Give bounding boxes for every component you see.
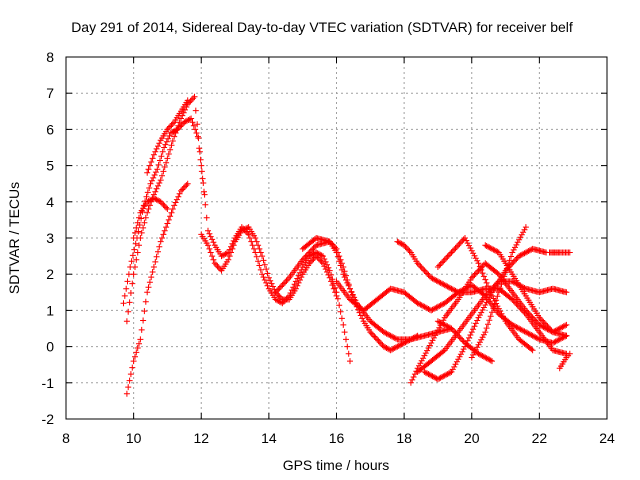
scatter-points [123,93,353,365]
y-tick-label: 4 [46,194,54,210]
scatter-points [434,235,536,354]
x-tick-label: 22 [532,430,548,446]
data-marks [120,93,573,397]
scatter-points [556,350,573,372]
y-tick-label: 0 [46,339,54,355]
y-tick-label: 5 [46,158,54,174]
scatter-points [546,249,573,256]
x-tick-label: 12 [193,430,209,446]
scatter-points [299,235,455,343]
y-tick-label: -2 [42,411,55,427]
y-tick-label: 2 [46,266,54,282]
series-track-17 [482,242,570,339]
scatter-points [123,180,191,397]
scatter-points [144,97,191,176]
x-tick-label: 18 [396,430,412,446]
x-tick-label: 20 [464,430,480,446]
y-tick-label: 6 [46,121,54,137]
scatter-points [120,115,208,307]
series-track-3 [123,180,191,397]
scatter-points [130,195,171,241]
chart-title: Day 291 of 2014, Sidereal Day-to-day VTE… [71,19,573,35]
x-axis-label: GPS time / hours [283,457,390,473]
series-track-16 [468,224,529,361]
y-tick-label: 3 [46,230,54,246]
grid-lines [66,57,607,419]
y-tick-label: -1 [42,375,55,391]
scatter-points [468,224,529,361]
x-tick-label: 8 [62,430,70,446]
series-track-1 [123,93,353,365]
series-track-19 [556,350,573,372]
y-tick-label: 8 [46,49,54,65]
axis-ticks [65,56,608,420]
series-track-4 [130,195,171,241]
y-tick-label: 1 [46,302,54,318]
series-track-14 [434,235,536,354]
x-tick-label: 24 [599,430,615,446]
x-tick-label: 14 [261,430,277,446]
scatter-points [482,242,570,339]
x-tick-label: 10 [126,430,142,446]
y-axis-label: SDTVAR / TECUs [6,182,22,294]
series-track-18 [546,249,573,256]
x-tick-label: 16 [329,430,345,446]
series-track-2 [120,115,208,307]
y-tick-label: 7 [46,85,54,101]
series-track-5 [144,97,191,176]
series-track-8 [299,235,455,343]
